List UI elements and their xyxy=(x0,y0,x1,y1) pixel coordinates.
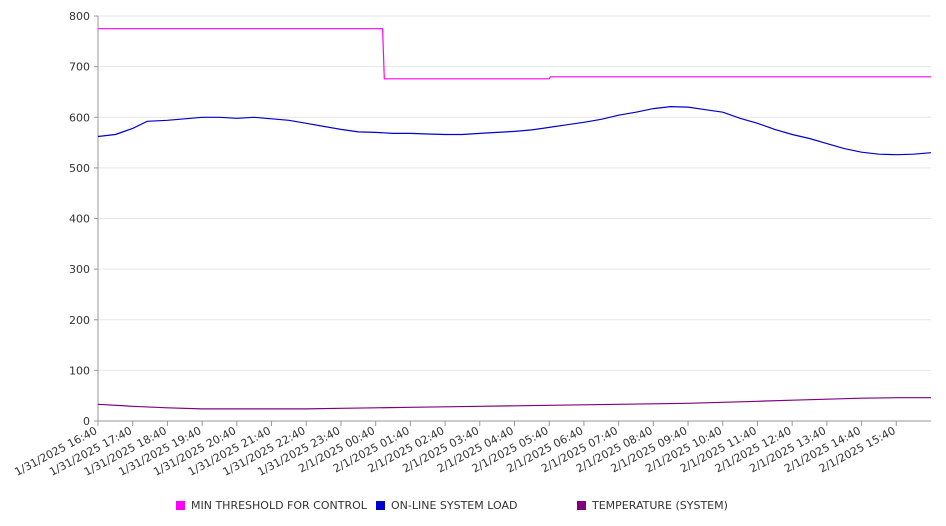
series-line-2 xyxy=(97,105,932,156)
legend-item[interactable]: TEMPERATURE (SYSTEM) xyxy=(577,499,728,512)
series-line-3 xyxy=(97,397,931,410)
legend-swatch xyxy=(376,501,385,510)
y-tick-label: 0 xyxy=(83,415,90,428)
series-lines xyxy=(97,28,932,410)
y-tick-label: 800 xyxy=(69,10,90,23)
legend-label: MIN THRESHOLD FOR CONTROL xyxy=(191,499,367,512)
legend-item[interactable]: ON-LINE SYSTEM LOAD xyxy=(376,499,517,512)
y-tick-label: 200 xyxy=(69,314,90,327)
y-tick-label: 500 xyxy=(69,162,90,175)
y-tick-label: 600 xyxy=(69,111,90,124)
legend-swatch xyxy=(176,501,185,510)
line-chart: 0 100 200 300 400 500 600 700 800 1/31/2025 16:4… xyxy=(12,10,932,479)
y-tick-label: 100 xyxy=(69,364,90,377)
series-line-1 xyxy=(98,28,931,80)
chart-legend: MIN THRESHOLD FOR CONTROL ON-LINE SYSTEM … xyxy=(0,497,946,515)
x-axis-ticks: 1/31/2025 16:401/31/2025 17:401/31/2025 … xyxy=(12,421,898,479)
legend-label: ON-LINE SYSTEM LOAD xyxy=(391,499,518,512)
y-tick-label: 300 xyxy=(69,263,90,276)
legend-label: TEMPERATURE (SYSTEM) xyxy=(592,499,728,512)
gridlines xyxy=(98,15,931,422)
y-axis-ticks: 0 100 200 300 400 500 600 700 800 xyxy=(69,10,98,428)
y-tick-label: 400 xyxy=(69,213,90,226)
y-tick-label: 700 xyxy=(69,61,90,74)
legend-swatch xyxy=(577,501,586,510)
legend-item[interactable]: MIN THRESHOLD FOR CONTROL xyxy=(176,499,367,512)
